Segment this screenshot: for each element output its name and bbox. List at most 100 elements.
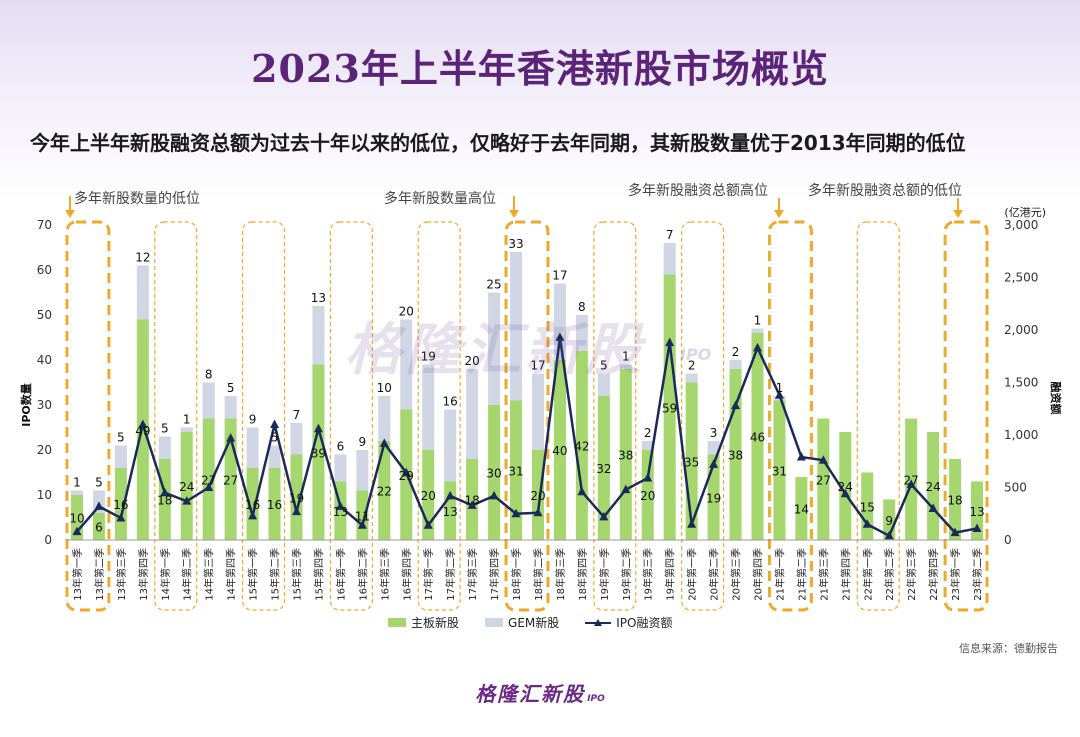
label-main: 40 bbox=[552, 444, 567, 458]
bar-gem bbox=[378, 396, 391, 441]
chart-axes: 0 10 20 30 40 50 60 70 0 500 1,000 1,500 2,000 2,500 3… bbox=[19, 206, 1063, 601]
bar-gem bbox=[158, 436, 171, 459]
bar-main bbox=[312, 364, 325, 540]
line-marker bbox=[401, 467, 411, 477]
label-main: 16 bbox=[113, 498, 128, 512]
x-tick-label: 20年第二季 bbox=[708, 548, 721, 601]
label-main: 13 bbox=[333, 505, 348, 519]
label-gem: 8 bbox=[578, 300, 586, 314]
label-gem: 7 bbox=[666, 228, 674, 242]
label-main: 20 bbox=[640, 489, 655, 503]
line-marker bbox=[643, 473, 653, 482]
label-gem: 12 bbox=[135, 251, 150, 265]
label-main: 20 bbox=[421, 489, 436, 503]
x-tick-label: 22年第一季 bbox=[861, 548, 874, 601]
x-tick-label: 14年第一季 bbox=[159, 548, 172, 601]
label-main: 29 bbox=[399, 469, 414, 483]
line-marker bbox=[379, 438, 389, 447]
annotation-arrows bbox=[65, 196, 963, 218]
label-gem: 13 bbox=[311, 291, 326, 305]
label-gem: 9 bbox=[359, 435, 367, 449]
highlight-box bbox=[767, 220, 813, 612]
watermark: 格隆汇新股 bbox=[345, 318, 645, 383]
page-title: 2023年上半年香港新股市场概览 bbox=[251, 46, 829, 91]
label-main: 46 bbox=[750, 431, 765, 445]
label-gem: 20 bbox=[399, 305, 414, 319]
label-main: 13 bbox=[443, 505, 458, 519]
x-tick-label: 18年第一季 bbox=[510, 548, 523, 601]
bar-gem bbox=[334, 454, 347, 482]
annotation-arrow-head bbox=[953, 210, 963, 218]
x-tick-label: 13年第三季 bbox=[115, 548, 128, 601]
bar-gem bbox=[312, 306, 325, 365]
line-marker bbox=[445, 490, 455, 500]
bar-main bbox=[641, 450, 654, 540]
label-gem: 3 bbox=[710, 426, 718, 440]
x-tick-label: 19年第二季 bbox=[620, 548, 633, 601]
line-marker bbox=[774, 390, 784, 399]
line-marker bbox=[709, 459, 719, 468]
bar-main bbox=[619, 369, 632, 540]
label-main: 32 bbox=[596, 462, 611, 476]
line-marker bbox=[511, 508, 521, 518]
line-marker bbox=[796, 452, 806, 461]
bar-main bbox=[751, 333, 764, 540]
line-marker bbox=[840, 488, 850, 498]
x-tick-label: 17年第二季 bbox=[444, 548, 457, 601]
x-tick-label: 13年第四季 bbox=[137, 548, 150, 601]
line-marker bbox=[313, 423, 323, 433]
label-main: 39 bbox=[311, 446, 326, 460]
bar-main bbox=[114, 468, 127, 540]
label-main: 59 bbox=[662, 401, 677, 415]
label-main: 9 bbox=[885, 514, 893, 528]
bar-gem bbox=[356, 450, 369, 491]
line-marker bbox=[467, 500, 477, 509]
line-marker bbox=[621, 484, 631, 494]
label-gem: 17 bbox=[552, 269, 567, 283]
label-main: 31 bbox=[508, 464, 523, 478]
x-tick-label: 16年第三季 bbox=[378, 548, 391, 601]
label-gem: 25 bbox=[486, 278, 501, 292]
line-marker bbox=[357, 520, 367, 529]
label-main: 24 bbox=[838, 480, 853, 494]
label-gem: 1 bbox=[754, 314, 762, 328]
line-marker bbox=[555, 332, 565, 341]
x-tick-label: 13年第二季 bbox=[93, 548, 106, 601]
label-main: 15 bbox=[860, 500, 875, 514]
y-right-unit: (亿港元) bbox=[1004, 206, 1046, 219]
x-tick-label: 13年第一季 bbox=[71, 548, 84, 601]
bar-main bbox=[488, 405, 501, 540]
label-main: 10 bbox=[69, 512, 84, 526]
highlight-box bbox=[417, 221, 461, 611]
x-tick-label: 21年第一季 bbox=[773, 548, 786, 601]
brand-logo-text: 格隆汇新股 bbox=[475, 682, 586, 706]
bar-gem bbox=[70, 490, 83, 495]
label-main: 42 bbox=[574, 440, 589, 454]
x-tick-label: 21年第二季 bbox=[795, 548, 808, 601]
line-marker bbox=[72, 526, 82, 536]
y-left-tick-label: 0 bbox=[44, 533, 52, 547]
bar-gem bbox=[707, 441, 720, 455]
label-gem: 6 bbox=[337, 440, 345, 454]
line-marker bbox=[599, 511, 609, 521]
x-tick-label: 16年第四季 bbox=[400, 548, 413, 601]
source-note: 信息来源：德勤报告 bbox=[959, 642, 1058, 655]
line-marker bbox=[818, 455, 828, 464]
label-gem: 5 bbox=[271, 431, 279, 445]
x-tick-label: 17年第四季 bbox=[488, 548, 501, 601]
label-gem: 7 bbox=[293, 408, 301, 422]
highlight-box bbox=[856, 221, 900, 611]
bar-main bbox=[949, 459, 962, 540]
x-tick-label: 18年第二季 bbox=[532, 548, 545, 601]
label-main: 38 bbox=[728, 449, 743, 463]
line-marker bbox=[226, 433, 236, 442]
bar-main bbox=[861, 472, 874, 540]
label-gem: 1 bbox=[73, 476, 81, 490]
x-tick-label: 22年第三季 bbox=[905, 548, 918, 601]
legend-main-label: 主板新股 bbox=[411, 616, 460, 630]
line-marker bbox=[489, 490, 499, 500]
line-marker bbox=[928, 503, 938, 512]
x-tick-label: 19年第四季 bbox=[664, 548, 677, 601]
label-main: 27 bbox=[816, 473, 831, 487]
